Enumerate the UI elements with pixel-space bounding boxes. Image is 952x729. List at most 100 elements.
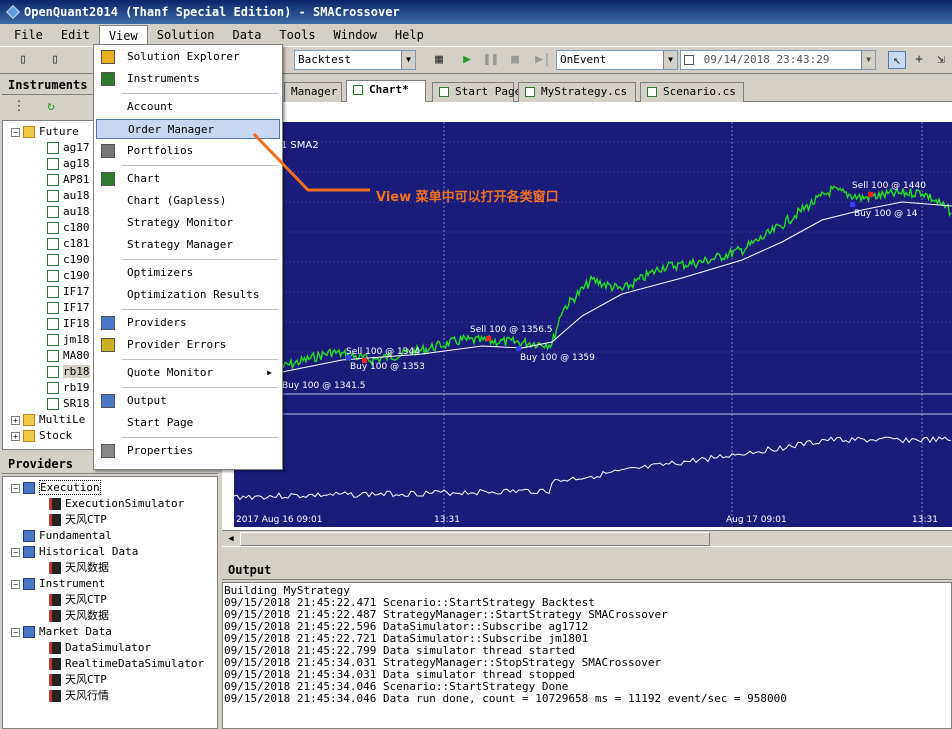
stop-icon[interactable]: ■	[511, 52, 519, 67]
expand-toggle-icon[interactable]: −	[11, 127, 20, 137]
expand-toggle-icon[interactable]: −	[11, 483, 20, 493]
provider-row[interactable]: 天风CTP	[49, 592, 107, 608]
instrument-row[interactable]: + MultiLe	[11, 412, 85, 428]
new-file-icon[interactable]: ▯	[19, 52, 27, 67]
provider-row[interactable]: − Execution	[11, 480, 101, 496]
menu-item-label: Instruments	[127, 72, 200, 85]
menu-item-provider-errors[interactable]: Provider Errors	[96, 335, 280, 355]
provider-row[interactable]: − Market Data	[11, 624, 112, 640]
menu-item-output[interactable]: Output	[96, 391, 280, 411]
instrument-row[interactable]: AP81	[47, 172, 90, 188]
chevron-right-icon: ▶	[267, 368, 272, 377]
menu-item-portfolios[interactable]: Portfolios	[96, 141, 280, 161]
instrument-row[interactable]: rb18	[47, 364, 90, 380]
instrument-icon	[47, 206, 59, 218]
provider-row[interactable]: Fundamental	[11, 528, 112, 544]
expand-toggle-icon[interactable]: +	[11, 415, 20, 425]
menu-item-start-page[interactable]: Start Page	[96, 413, 280, 433]
instrument-row[interactable]: SR18	[47, 396, 90, 412]
menu-item-strategy-monitor[interactable]: Strategy Monitor	[96, 213, 280, 233]
instrument-row[interactable]: + Stock	[11, 428, 72, 444]
instrument-row[interactable]: rb19	[47, 380, 90, 396]
menu-tools[interactable]: Tools	[279, 28, 316, 42]
menu-item-strategy-manager[interactable]: Strategy Manager	[96, 235, 280, 255]
scroll-thumb[interactable]	[240, 532, 710, 546]
tab-mystrategy-cs[interactable]: MyStrategy.cs	[518, 82, 636, 102]
x-axis-label: 13:31	[434, 515, 460, 525]
scroll-left-icon[interactable]: ◀	[228, 534, 234, 544]
provider-row[interactable]: 天风数据	[49, 560, 109, 576]
instrument-row[interactable]: ag17	[47, 140, 90, 156]
menu-item-quote-monitor[interactable]: Quote Monitor ▶	[96, 363, 280, 383]
instrument-row[interactable]: − Future	[11, 124, 79, 140]
menu-item-order-manager[interactable]: Order Manager	[96, 119, 280, 139]
tab-chart-[interactable]: Chart*	[346, 80, 426, 102]
instrument-row[interactable]: IF18	[47, 316, 90, 332]
menu-help[interactable]: Help	[394, 28, 424, 42]
menu-file[interactable]: File	[14, 28, 43, 42]
provider-row[interactable]: − Instrument	[11, 576, 105, 592]
menu-item-properties[interactable]: Properties	[96, 441, 280, 461]
instrument-row[interactable]: au18	[47, 188, 90, 204]
instrument-icon	[47, 158, 59, 170]
tree-view-icon[interactable]: ⋮	[12, 99, 26, 114]
menu-item-providers[interactable]: Providers	[96, 313, 280, 333]
menu-solution[interactable]: Solution	[156, 28, 215, 42]
provider-row[interactable]: ExecutionSimulator	[49, 496, 184, 512]
instrument-row[interactable]: MA80	[47, 348, 90, 364]
menu-item-optimization-results[interactable]: Optimization Results	[96, 285, 280, 305]
provider-row[interactable]: 天风数据	[49, 608, 109, 624]
tab-manager[interactable]: Manager	[284, 82, 342, 102]
provider-row[interactable]: DataSimulator	[49, 640, 151, 656]
menu-window[interactable]: Window	[333, 28, 377, 42]
provider-row[interactable]: RealtimeDataSimulator	[49, 656, 204, 672]
zoom-icon[interactable]: ⇲	[937, 52, 945, 67]
play-icon[interactable]: ▶	[463, 52, 471, 67]
instrument-icon	[47, 398, 59, 410]
datetime-picker[interactable]: 09/14/2018 23:43:29 ▼	[680, 50, 876, 70]
menu-item-instruments[interactable]: Instruments	[96, 69, 280, 89]
expand-toggle-icon[interactable]: +	[11, 431, 20, 441]
refresh-icon[interactable]: ↻	[47, 99, 55, 114]
provider-row[interactable]: 天风CTP	[49, 672, 107, 688]
pause-icon[interactable]: ❚❚	[483, 52, 499, 67]
expand-toggle-icon[interactable]: −	[11, 627, 20, 637]
menu-data[interactable]: Data	[232, 28, 262, 42]
expand-toggle-icon[interactable]: −	[11, 547, 20, 557]
menu-item-account[interactable]: Account	[96, 97, 280, 117]
crosshair-icon[interactable]: +	[915, 52, 923, 67]
instrument-row[interactable]: ag18	[47, 156, 90, 172]
instrument-row[interactable]: c190	[47, 268, 90, 284]
instrument-row[interactable]: jm18	[47, 332, 90, 348]
menu-item-optimizers[interactable]: Optimizers	[96, 263, 280, 283]
x-axis-label: 2017 Aug 16 09:01	[236, 515, 322, 525]
menu-edit[interactable]: Edit	[60, 28, 90, 42]
provider-row[interactable]: − Historical Data	[11, 544, 138, 560]
provider-label: RealtimeDataSimulator	[65, 657, 205, 670]
tab-scenario-cs[interactable]: Scenario.cs	[640, 82, 744, 102]
instrument-row[interactable]: c181	[47, 236, 90, 252]
chart-scrollbar[interactable]: ◀	[222, 530, 952, 546]
instrument-row[interactable]: IF17	[47, 284, 90, 300]
menu-item-chart[interactable]: Chart	[96, 169, 280, 189]
event-mode-select[interactable]: OnEvent ▼	[556, 50, 678, 70]
tab-start-page[interactable]: Start Page	[432, 82, 521, 102]
new-project-icon[interactable]: ▯	[51, 52, 59, 67]
instrument-row[interactable]: au18	[47, 204, 90, 220]
menu-item-chart-gapless-[interactable]: Chart (Gapless)	[96, 191, 280, 211]
mode-select[interactable]: Backtest ▼	[294, 50, 416, 70]
pointer-icon[interactable]: ↖	[888, 51, 906, 69]
provider-row[interactable]: 天风行情	[49, 688, 109, 704]
instrument-row[interactable]: IF17	[47, 300, 90, 316]
output-log[interactable]: Building MyStrategy 09/15/2018 21:45:22.4…	[222, 582, 952, 729]
expand-toggle-icon[interactable]: −	[11, 579, 20, 589]
provider-row[interactable]: 天风CTP	[49, 512, 107, 528]
instrument-row[interactable]: c190	[47, 252, 90, 268]
grid-icon[interactable]: ▦	[435, 52, 443, 67]
instrument-row[interactable]: c180	[47, 220, 90, 236]
instrument-label: jm18	[63, 333, 90, 346]
menu-item-solution-explorer[interactable]: Solution Explorer	[96, 47, 280, 67]
step-icon[interactable]: ▶|	[535, 52, 551, 67]
datetime-checkbox[interactable]	[684, 55, 694, 65]
menu-view[interactable]: View	[98, 25, 148, 45]
